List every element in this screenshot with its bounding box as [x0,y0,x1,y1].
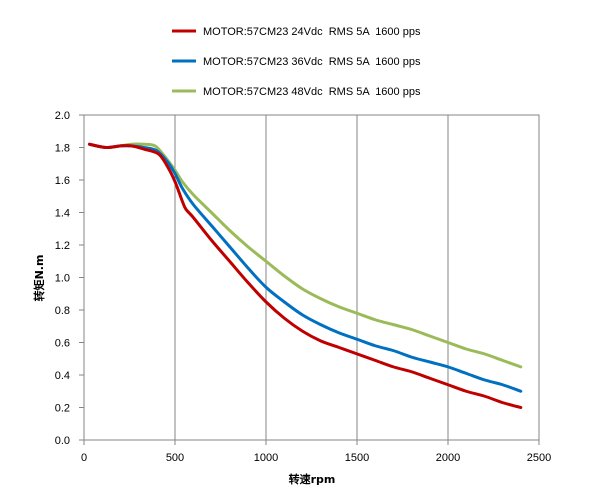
y-tick-label: 0.0 [55,435,70,447]
plot-area [83,114,540,441]
legend-label-3: MOTOR:57CM23 48Vdc RMS 5A 1600 pps [203,86,421,98]
legend-label-2: MOTOR:57CM23 36Vdc RMS 5A 1600 pps [203,56,421,68]
y-tick-label: 0.4 [55,370,70,382]
series-line-2 [87,142,523,393]
y-tick-label: 1.6 [55,175,70,187]
y-tick-label: 2.0 [55,110,70,122]
x-tick-label: 1000 [254,452,278,464]
y-axis-title: 转矩N.m [32,255,46,302]
series-lines [87,142,523,409]
legend: MOTOR:57CM23 24Vdc RMS 5A 1600 pps MOTOR:… [172,26,421,98]
y-tick-label: 0.8 [55,305,70,317]
y-tick-label: 1.0 [55,273,70,285]
legend-label-1: MOTOR:57CM23 24Vdc RMS 5A 1600 pps [203,26,421,38]
y-tick-label: 0.6 [55,338,70,350]
x-axis-title: 转速rpm [289,472,336,486]
x-tick-label: 2000 [436,452,460,464]
plot-frame [83,114,540,441]
x-tick-label: 1500 [345,452,369,464]
x-tick-label: 0 [81,452,87,464]
y-tick-label: 1.2 [55,240,70,252]
y-tick-label: 0.2 [55,403,70,415]
series-line-3 [87,142,523,369]
x-tick-label: 500 [166,452,184,464]
x-tick-label: 2500 [527,452,551,464]
y-axis-ticks: 0.0 0.2 0.4 0.6 0.8 1.0 1.2 1.4 1.6 1.8 2.0 [55,110,84,447]
x-axis-ticks: 0 500 1000 1500 2000 2500 [81,440,551,464]
y-tick-label: 1.8 [55,143,70,155]
y-tick-label: 1.4 [55,208,70,220]
series-line-1 [87,142,523,409]
